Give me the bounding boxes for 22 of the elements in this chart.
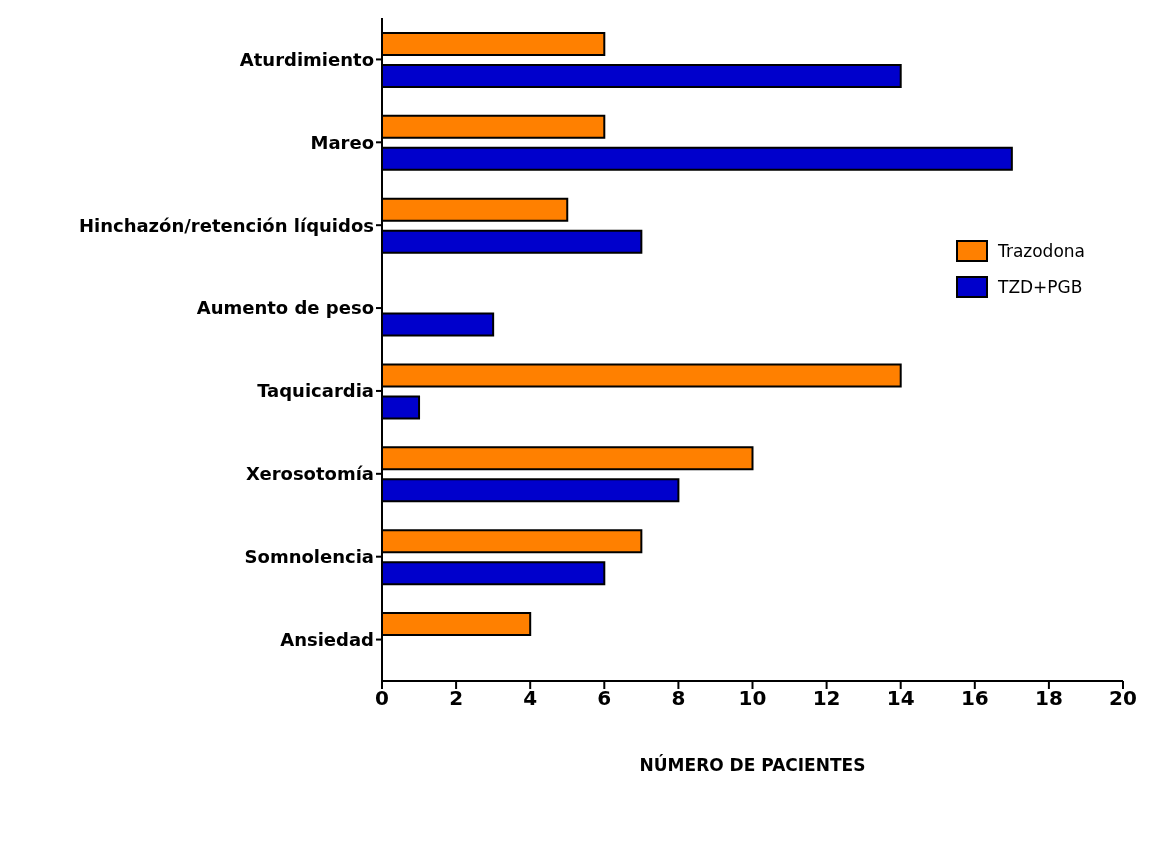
y-tick-label: Taquicardia [257,380,374,402]
x-axis-title: NÚMERO DE PACIENTES [639,754,866,775]
x-tick-label: 6 [597,686,612,711]
x-tick-label: 2 [449,686,464,711]
y-tick-label: Hinchazón/retención líquidos [78,214,374,236]
x-tick-label: 0 [375,686,389,711]
x-tick-label: 20 [1109,686,1137,711]
y-tick-label: Aumento de peso [196,297,374,319]
y-tick-label: Somnolencia [244,546,374,568]
x-tick-label: 12 [812,686,841,711]
x-tick-label: 14 [886,686,915,711]
x-tick-label: 18 [1034,686,1063,711]
y-tick-label: Aturdimiento [239,48,374,70]
legend-label: TZD+PGB [998,277,1083,297]
y-tick-label: Mareo [310,131,374,153]
x-tick-label: 16 [960,686,989,711]
legend-label: Trazodona [998,241,1086,261]
x-tick-label: 8 [671,686,686,711]
y-tick-label: Ansiedad [280,628,374,650]
x-tick-label: 4 [523,686,538,711]
x-tick-label: 10 [738,686,767,711]
y-tick-label: Xerosotomía [246,463,374,485]
